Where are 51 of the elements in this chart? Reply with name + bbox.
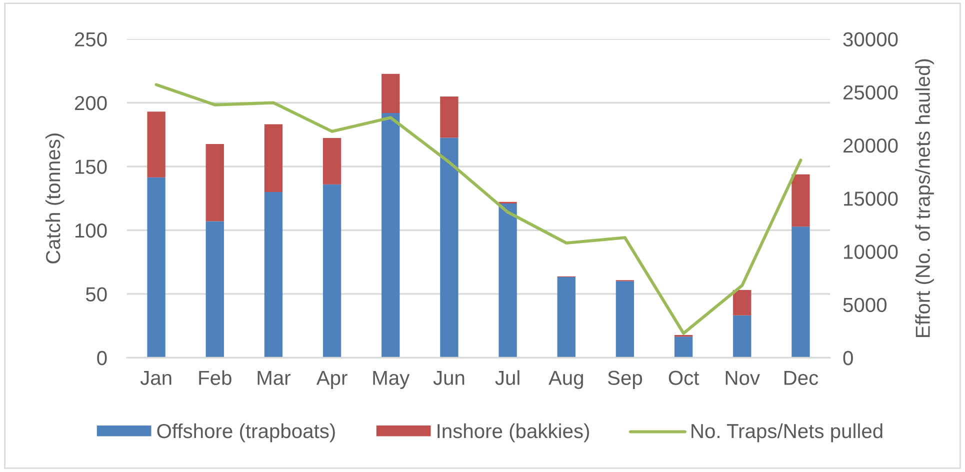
legend-label: No. Traps/Nets pulled xyxy=(692,423,882,442)
bar xyxy=(616,281,634,358)
bar xyxy=(733,315,752,358)
x-tick-label: Jun xyxy=(433,370,464,385)
x-tick-label: May xyxy=(373,370,410,389)
x-tick-label: Sep xyxy=(608,370,642,389)
bar xyxy=(792,174,810,227)
x-tick-label: Feb xyxy=(199,370,232,385)
y-tick-label: 50 xyxy=(86,287,107,302)
y2-tick-label: 0 xyxy=(843,350,853,366)
x-tick-label: Jul xyxy=(495,370,520,385)
x-tick-label: Oct xyxy=(668,370,700,385)
bar xyxy=(498,203,517,358)
bar xyxy=(264,124,283,192)
bar xyxy=(264,192,283,358)
y-tick-label: 100 xyxy=(75,223,107,238)
x-tick-label: Mar xyxy=(258,370,290,385)
legend-label: Offshore (trapboats) xyxy=(157,423,335,442)
bar xyxy=(557,277,576,358)
y2-tick-label: 15000 xyxy=(844,192,898,206)
x-tick-label: Nov xyxy=(726,370,760,385)
bar xyxy=(674,336,693,358)
bar xyxy=(147,177,166,358)
bar xyxy=(382,112,400,358)
y2-tick-label: 30000 xyxy=(843,32,898,46)
bar xyxy=(440,138,458,358)
bar xyxy=(322,138,342,184)
y-axis-title: Catch (tonnes) xyxy=(45,134,64,264)
y2-tick-label: 25000 xyxy=(844,85,898,100)
x-tick-label: Apr xyxy=(316,370,348,389)
x-tick-label: Aug xyxy=(548,370,583,389)
line-series xyxy=(154,83,802,335)
y-tick-label: 200 xyxy=(74,96,107,110)
bar xyxy=(792,226,810,358)
bar xyxy=(206,221,224,358)
y2-tick-label: 5000 xyxy=(843,298,887,312)
bar xyxy=(147,112,166,178)
bar xyxy=(322,184,342,358)
y2-tick-label: 20000 xyxy=(844,138,898,153)
legend-label: Inshore (bakkies) xyxy=(438,423,590,442)
y-tick-label: 250 xyxy=(74,32,107,46)
y-tick-label: 150 xyxy=(75,160,107,174)
y-tick-label: 0 xyxy=(97,350,107,366)
bar xyxy=(206,144,224,222)
x-tick-label: Jan xyxy=(140,370,172,385)
bar xyxy=(440,96,458,138)
bar xyxy=(382,74,400,113)
y2-axis-title: Effort (No. of traps/nets hauled) xyxy=(915,59,934,337)
y2-tick-label: 10000 xyxy=(844,244,898,259)
bar xyxy=(733,290,752,316)
x-tick-label: Dec xyxy=(784,370,818,385)
